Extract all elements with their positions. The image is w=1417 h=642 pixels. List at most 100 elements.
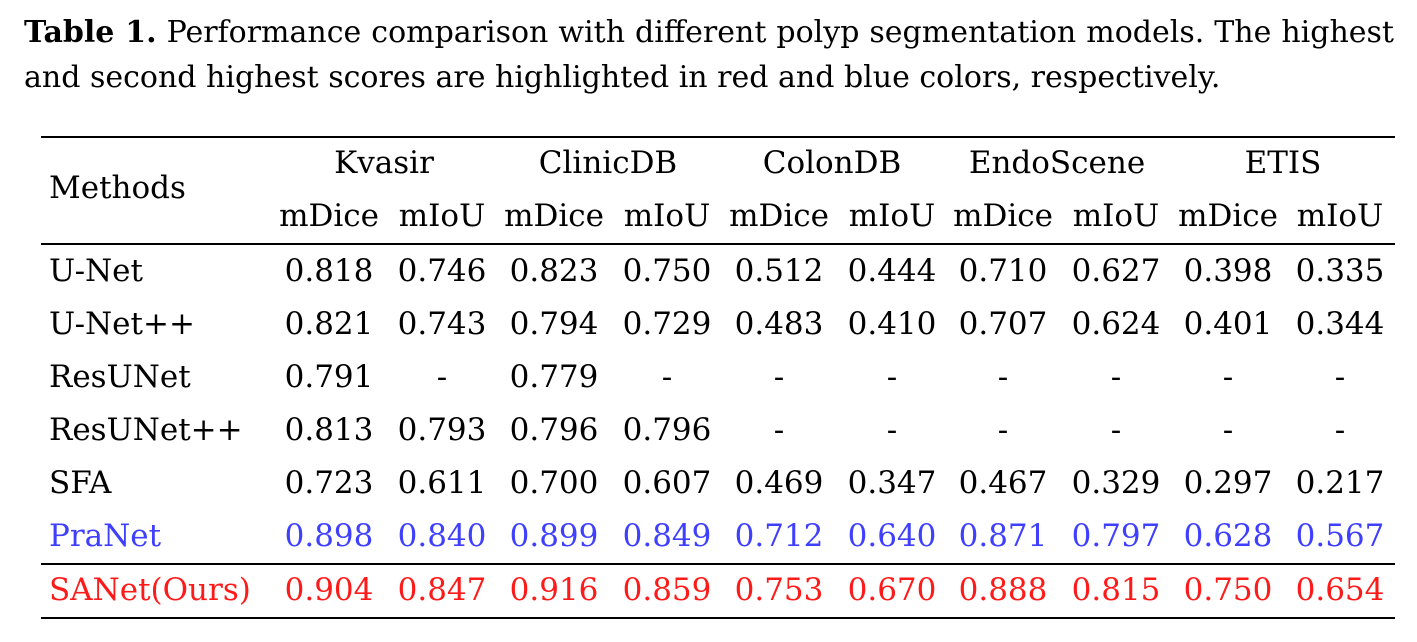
metric-header: mIoU <box>623 198 711 234</box>
dataset-header: EndoScene <box>968 145 1146 181</box>
score-cell: 0.467 <box>958 465 1048 501</box>
table-top-rule <box>41 136 1395 138</box>
score-cell: 0.670 <box>847 572 937 608</box>
score-cell: 0.344 <box>1295 306 1385 342</box>
score-cell: 0.329 <box>1071 465 1161 501</box>
score-cell: 0.444 <box>847 253 937 289</box>
score-cell: 0.707 <box>958 306 1048 342</box>
caption-label: Table 1. <box>24 15 157 50</box>
score-cell: 0.904 <box>284 572 374 608</box>
score-cell: 0.640 <box>847 518 937 554</box>
score-cell: 0.729 <box>622 306 712 342</box>
method-name: SANet(Ours) <box>49 572 251 608</box>
score-cell: 0.627 <box>1071 253 1161 289</box>
score-cell: - <box>997 359 1009 395</box>
table-bottom-rule <box>41 617 1395 619</box>
dataset-header: Kvasir <box>334 145 434 181</box>
score-cell: 0.818 <box>284 253 374 289</box>
score-cell: 0.512 <box>734 253 824 289</box>
score-cell: - <box>886 359 898 395</box>
score-cell: 0.794 <box>509 306 599 342</box>
score-cell: - <box>1222 359 1234 395</box>
score-cell: 0.821 <box>284 306 374 342</box>
score-cell: 0.813 <box>284 412 374 448</box>
score-cell: 0.847 <box>397 572 487 608</box>
score-cell: - <box>661 359 673 395</box>
score-cell: 0.888 <box>958 572 1048 608</box>
score-cell: 0.793 <box>397 412 487 448</box>
score-cell: 0.791 <box>284 359 374 395</box>
score-cell: 0.723 <box>284 465 374 501</box>
score-cell: 0.796 <box>622 412 712 448</box>
score-cell: 0.750 <box>622 253 712 289</box>
score-cell: 0.469 <box>734 465 824 501</box>
score-cell: 0.398 <box>1183 253 1273 289</box>
metric-header: mDice <box>729 198 829 234</box>
score-cell: 0.712 <box>734 518 824 554</box>
dataset-header: ETIS <box>1244 145 1322 181</box>
score-cell: 0.483 <box>734 306 824 342</box>
score-cell: 0.871 <box>958 518 1048 554</box>
score-cell: 0.567 <box>1295 518 1385 554</box>
method-name: U-Net++ <box>49 306 195 342</box>
metric-header: mIoU <box>398 198 486 234</box>
score-cell: 0.849 <box>622 518 712 554</box>
method-name: SFA <box>49 465 112 501</box>
score-cell: 0.700 <box>509 465 599 501</box>
table-caption: Table 1. Performance comparison with dif… <box>24 10 1394 100</box>
score-cell: 0.815 <box>1071 572 1161 608</box>
score-cell: 0.607 <box>622 465 712 501</box>
score-cell: - <box>997 412 1009 448</box>
score-cell: 0.611 <box>397 465 487 501</box>
metric-header: mDice <box>953 198 1053 234</box>
score-cell: 0.401 <box>1183 306 1273 342</box>
metric-header: mDice <box>504 198 604 234</box>
score-cell: 0.746 <box>397 253 487 289</box>
metric-header: mDice <box>1178 198 1278 234</box>
metric-header: mIoU <box>1072 198 1160 234</box>
score-cell: - <box>1110 359 1122 395</box>
score-cell: - <box>1222 412 1234 448</box>
method-name: U-Net <box>49 253 143 289</box>
score-cell: 0.743 <box>397 306 487 342</box>
score-cell: 0.899 <box>509 518 599 554</box>
score-cell: 0.347 <box>847 465 937 501</box>
score-cell: - <box>773 359 785 395</box>
metric-header: mDice <box>279 198 379 234</box>
score-cell: - <box>886 412 898 448</box>
score-cell: 0.750 <box>1183 572 1273 608</box>
caption-text: Performance comparison with different po… <box>24 15 1394 95</box>
metric-header: mIoU <box>848 198 936 234</box>
score-cell: 0.624 <box>1071 306 1161 342</box>
score-cell: 0.410 <box>847 306 937 342</box>
score-cell: - <box>773 412 785 448</box>
score-cell: - <box>1334 359 1346 395</box>
score-cell: 0.796 <box>509 412 599 448</box>
method-name: ResUNet <box>49 359 191 395</box>
score-cell: 0.710 <box>958 253 1048 289</box>
score-cell: 0.753 <box>734 572 824 608</box>
score-cell: 0.898 <box>284 518 374 554</box>
score-cell: 0.297 <box>1183 465 1273 501</box>
table-ours-separator-rule <box>41 563 1395 565</box>
score-cell: 0.840 <box>397 518 487 554</box>
score-cell: 0.217 <box>1295 465 1385 501</box>
score-cell: 0.779 <box>509 359 599 395</box>
score-cell: 0.797 <box>1071 518 1161 554</box>
score-cell: 0.823 <box>509 253 599 289</box>
method-name: PraNet <box>49 518 162 554</box>
methods-header: Methods <box>49 170 186 206</box>
metric-header: mIoU <box>1296 198 1384 234</box>
score-cell: - <box>1110 412 1122 448</box>
score-cell: 0.859 <box>622 572 712 608</box>
score-cell: 0.335 <box>1295 253 1385 289</box>
method-name: ResUNet++ <box>49 412 243 448</box>
score-cell: 0.654 <box>1295 572 1385 608</box>
table-header-rule <box>41 243 1395 245</box>
score-cell: 0.916 <box>509 572 599 608</box>
dataset-header: ColonDB <box>762 145 902 181</box>
score-cell: - <box>436 359 448 395</box>
dataset-header: ClinicDB <box>538 145 678 181</box>
score-cell: 0.628 <box>1183 518 1273 554</box>
score-cell: - <box>1334 412 1346 448</box>
